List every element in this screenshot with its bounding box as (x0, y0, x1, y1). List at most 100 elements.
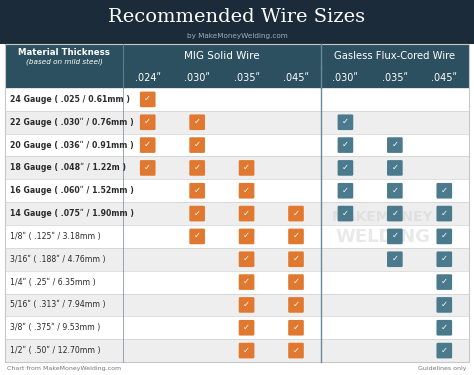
Text: 1/8ʺ ( .125ʺ / 3.18mm ): 1/8ʺ ( .125ʺ / 3.18mm ) (10, 232, 100, 241)
FancyBboxPatch shape (140, 160, 155, 176)
FancyBboxPatch shape (189, 183, 205, 199)
FancyBboxPatch shape (437, 251, 452, 267)
FancyBboxPatch shape (337, 183, 353, 199)
FancyBboxPatch shape (387, 251, 403, 267)
Text: 1/4ʺ ( .25ʺ / 6.35mm ): 1/4ʺ ( .25ʺ / 6.35mm ) (10, 278, 96, 286)
Bar (0, 0, 474, 44)
Text: ✓: ✓ (292, 231, 300, 240)
FancyBboxPatch shape (437, 229, 452, 244)
Text: MIG Solid Wire: MIG Solid Wire (184, 51, 260, 61)
FancyBboxPatch shape (239, 229, 255, 244)
Text: ✓: ✓ (243, 323, 250, 332)
Text: 3/8ʺ ( .375ʺ / 9.53mm ): 3/8ʺ ( .375ʺ / 9.53mm ) (10, 323, 100, 332)
Text: ✓: ✓ (392, 186, 398, 195)
FancyBboxPatch shape (288, 297, 304, 313)
Text: ✓: ✓ (441, 300, 448, 309)
FancyBboxPatch shape (288, 229, 304, 244)
Text: ✓: ✓ (194, 209, 201, 218)
FancyBboxPatch shape (437, 297, 452, 313)
Text: .035ʺ: .035ʺ (382, 73, 408, 83)
Text: .030ʺ: .030ʺ (332, 73, 358, 83)
Bar (5, 248, 469, 271)
Text: 20 Gauge ( .036ʺ / 0.91mm ): 20 Gauge ( .036ʺ / 0.91mm ) (10, 141, 134, 150)
Text: ✓: ✓ (342, 140, 349, 149)
Text: ✓: ✓ (392, 254, 398, 263)
Text: ✓: ✓ (342, 186, 349, 195)
Text: ✓: ✓ (441, 323, 448, 332)
FancyBboxPatch shape (387, 160, 403, 176)
FancyBboxPatch shape (288, 320, 304, 336)
Text: ✓: ✓ (144, 94, 151, 104)
Text: .045ʺ: .045ʺ (283, 73, 309, 83)
Bar (5, 44, 469, 362)
Text: ✓: ✓ (342, 117, 349, 126)
Text: MAKEMONEY: MAKEMONEY (332, 210, 434, 224)
Text: ✓: ✓ (441, 231, 448, 240)
FancyBboxPatch shape (387, 206, 403, 221)
Bar (5, 68, 469, 88)
FancyBboxPatch shape (140, 137, 155, 153)
Text: 16 Gauge ( .060ʺ / 1.52mm ): 16 Gauge ( .060ʺ / 1.52mm ) (10, 186, 134, 195)
Text: ✓: ✓ (144, 117, 151, 126)
Text: .035ʺ: .035ʺ (234, 73, 260, 83)
Text: ✓: ✓ (243, 254, 250, 263)
Text: ✓: ✓ (392, 209, 398, 218)
Text: ✓: ✓ (441, 186, 448, 195)
Text: ✓: ✓ (292, 300, 300, 309)
FancyBboxPatch shape (189, 206, 205, 221)
FancyBboxPatch shape (387, 229, 403, 244)
FancyBboxPatch shape (189, 160, 205, 176)
Text: .024ʺ: .024ʺ (135, 73, 161, 83)
FancyBboxPatch shape (239, 320, 255, 336)
Text: ✓: ✓ (292, 277, 300, 286)
Text: 18 Gauge ( .048ʺ / 1.22m ): 18 Gauge ( .048ʺ / 1.22m ) (10, 164, 126, 172)
Text: ✓: ✓ (194, 140, 201, 149)
Bar (5, 88, 469, 111)
Text: ✓: ✓ (292, 323, 300, 332)
FancyBboxPatch shape (288, 343, 304, 358)
FancyBboxPatch shape (189, 137, 205, 153)
Text: ✓: ✓ (392, 231, 398, 240)
FancyBboxPatch shape (189, 114, 205, 130)
Bar (5, 111, 469, 134)
FancyBboxPatch shape (437, 274, 452, 290)
Bar (5, 179, 469, 202)
FancyBboxPatch shape (239, 343, 255, 358)
Text: ✓: ✓ (243, 231, 250, 240)
FancyBboxPatch shape (337, 160, 353, 176)
Text: ✓: ✓ (144, 163, 151, 172)
Bar (5, 294, 469, 316)
Text: ✓: ✓ (292, 254, 300, 263)
Text: ✓: ✓ (292, 209, 300, 218)
FancyBboxPatch shape (437, 320, 452, 336)
Text: ✓: ✓ (243, 277, 250, 286)
Bar (5, 316, 469, 339)
Text: ✓: ✓ (194, 163, 201, 172)
Text: ✓: ✓ (194, 186, 201, 195)
Bar (5, 134, 469, 156)
FancyBboxPatch shape (140, 114, 155, 130)
FancyBboxPatch shape (437, 206, 452, 221)
FancyBboxPatch shape (239, 251, 255, 267)
Text: Guidelines only: Guidelines only (419, 366, 467, 371)
Text: 3/16ʺ ( .188ʺ / 4.76mm ): 3/16ʺ ( .188ʺ / 4.76mm ) (10, 255, 106, 264)
Text: ✓: ✓ (441, 254, 448, 263)
Text: ✓: ✓ (194, 231, 201, 240)
Text: ✓: ✓ (441, 277, 448, 286)
Text: ✓: ✓ (144, 140, 151, 149)
Text: WELDING: WELDING (336, 228, 430, 246)
Text: 24 Gauge ( .025 / 0.61mm ): 24 Gauge ( .025 / 0.61mm ) (10, 95, 130, 104)
FancyBboxPatch shape (140, 92, 155, 107)
Text: Gasless Flux-Cored Wire: Gasless Flux-Cored Wire (334, 51, 456, 61)
FancyBboxPatch shape (387, 183, 403, 199)
Text: .045ʺ: .045ʺ (431, 73, 457, 83)
Text: Chart from MakeMoneyWelding.com: Chart from MakeMoneyWelding.com (7, 366, 121, 371)
Bar (5, 44, 469, 68)
Text: 14 Gauge ( .075ʺ / 1.90mm ): 14 Gauge ( .075ʺ / 1.90mm ) (10, 209, 134, 218)
FancyBboxPatch shape (239, 183, 255, 199)
Text: ✓: ✓ (243, 346, 250, 355)
FancyBboxPatch shape (239, 206, 255, 221)
FancyBboxPatch shape (239, 297, 255, 313)
FancyBboxPatch shape (337, 206, 353, 221)
Text: ✓: ✓ (243, 163, 250, 172)
